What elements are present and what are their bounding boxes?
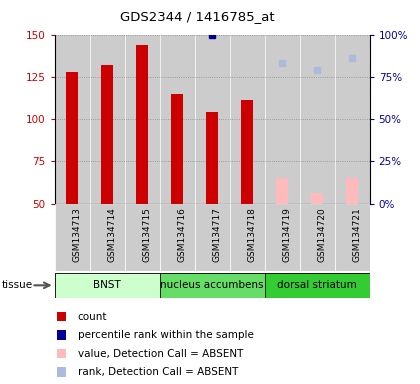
Bar (125, 35, 160, 204)
Bar (265, 35, 299, 204)
Bar (160, 204, 194, 271)
Text: count: count (78, 312, 107, 322)
Text: GDS2344 / 1416785_at: GDS2344 / 1416785_at (120, 10, 275, 23)
Text: GSM134721: GSM134721 (352, 207, 361, 262)
Bar (346, 178, 358, 204)
Text: GSM134714: GSM134714 (107, 207, 116, 262)
Bar (265, 273, 370, 298)
Bar (299, 35, 335, 204)
Bar (89, 204, 125, 271)
Bar (89, 35, 125, 204)
Text: GSM134715: GSM134715 (142, 207, 151, 262)
Text: GSM134720: GSM134720 (317, 207, 326, 262)
Text: rank, Detection Call = ABSENT: rank, Detection Call = ABSENT (78, 367, 238, 377)
Text: value, Detection Call = ABSENT: value, Detection Call = ABSENT (78, 349, 243, 359)
Bar (230, 204, 265, 271)
Bar (55, 204, 89, 271)
Bar (335, 204, 370, 271)
Bar (299, 204, 335, 271)
Text: GSM134716: GSM134716 (177, 207, 186, 262)
Bar (206, 112, 218, 204)
Text: GSM134719: GSM134719 (282, 207, 291, 262)
Text: percentile rank within the sample: percentile rank within the sample (78, 330, 254, 340)
Bar (241, 101, 253, 204)
Bar (311, 194, 323, 204)
Bar (171, 94, 183, 204)
Text: BNST: BNST (93, 280, 121, 290)
Bar (335, 35, 370, 204)
Bar (66, 72, 78, 204)
Text: GSM134713: GSM134713 (72, 207, 81, 262)
Text: tissue: tissue (2, 280, 33, 290)
Bar (276, 178, 288, 204)
Bar (230, 35, 265, 204)
Bar (194, 35, 230, 204)
Bar (55, 35, 89, 204)
Bar (101, 65, 113, 204)
Bar (125, 204, 160, 271)
Text: dorsal striatum: dorsal striatum (277, 280, 357, 290)
Bar (136, 45, 148, 204)
Text: GSM134718: GSM134718 (247, 207, 256, 262)
Bar (194, 204, 230, 271)
Bar (55, 273, 160, 298)
Bar (160, 273, 265, 298)
Bar (265, 204, 299, 271)
Text: nucleus accumbens: nucleus accumbens (160, 280, 264, 290)
Text: GSM134717: GSM134717 (212, 207, 221, 262)
Bar (160, 35, 194, 204)
